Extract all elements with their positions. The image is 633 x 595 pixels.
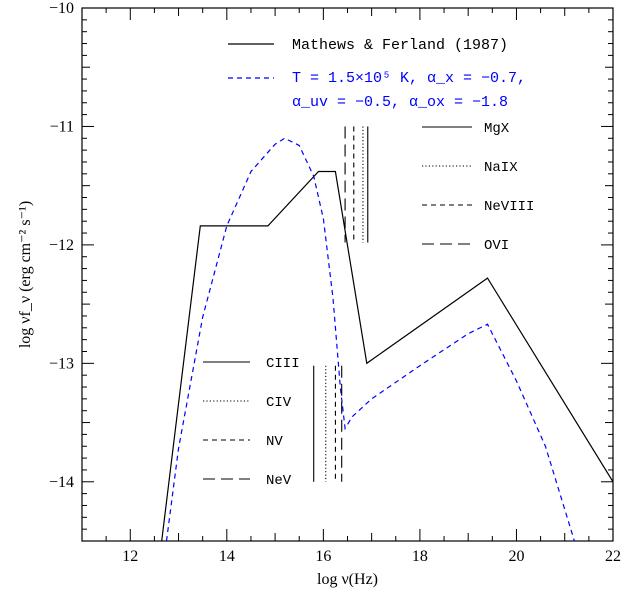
- x-tick-label: 18: [412, 548, 428, 565]
- key-label-ciii: CIII: [266, 356, 300, 372]
- y-tick-label: −12: [49, 237, 74, 254]
- legend-label-model-line1: T = 1.5×10⁵ K, α_x = −0.7,: [292, 70, 526, 87]
- x-axis-label: log ν(Hz): [317, 571, 378, 588]
- y-tick-label: −11: [50, 118, 74, 135]
- ionization-markers: [313, 126, 369, 482]
- legend: Mathews & Ferland (1987) T = 1.5×10⁵ K, …: [228, 37, 526, 111]
- plot-area-border: [81, 7, 614, 542]
- axis-ticks: [81, 7, 614, 542]
- ion-key: MgX NaIX NeVIII OVI CIII CIV NV NeV: [203, 121, 534, 489]
- key-label-ovi: OVI: [484, 238, 509, 254]
- legend-label-mathews-ferland: Mathews & Ferland (1987): [292, 37, 508, 54]
- series-model: [165, 137, 575, 541]
- key-label-naix: NaIX: [484, 160, 518, 176]
- x-tick-label: 20: [508, 548, 524, 565]
- y-axis-label: log νf_ν (erg cm⁻² s⁻¹): [17, 201, 34, 348]
- y-tick-label: −10: [49, 0, 74, 17]
- axis-tick-labels: 12 14 16 18 20 22 −14 −13 −12 −11 −10: [49, 0, 621, 565]
- series-mathews-ferland: [161, 170, 613, 541]
- key-label-nev: NeV: [266, 473, 292, 489]
- key-label-neviii: NeVIII: [484, 199, 534, 215]
- key-label-civ: CIV: [266, 395, 292, 411]
- x-tick-label: 22: [605, 548, 621, 565]
- x-tick-label: 16: [315, 548, 331, 565]
- key-label-nv: NV: [266, 434, 283, 450]
- plot-frame: [81, 7, 614, 542]
- series-lines: [161, 137, 613, 541]
- x-tick-label: 12: [122, 548, 138, 565]
- x-tick-label: 14: [219, 548, 235, 565]
- y-tick-label: −14: [49, 474, 74, 491]
- legend-label-model-line2: α_uv = −0.5, α_ox = −1.8: [292, 94, 508, 111]
- y-tick-label: −13: [49, 355, 74, 372]
- key-label-mgx: MgX: [484, 121, 510, 137]
